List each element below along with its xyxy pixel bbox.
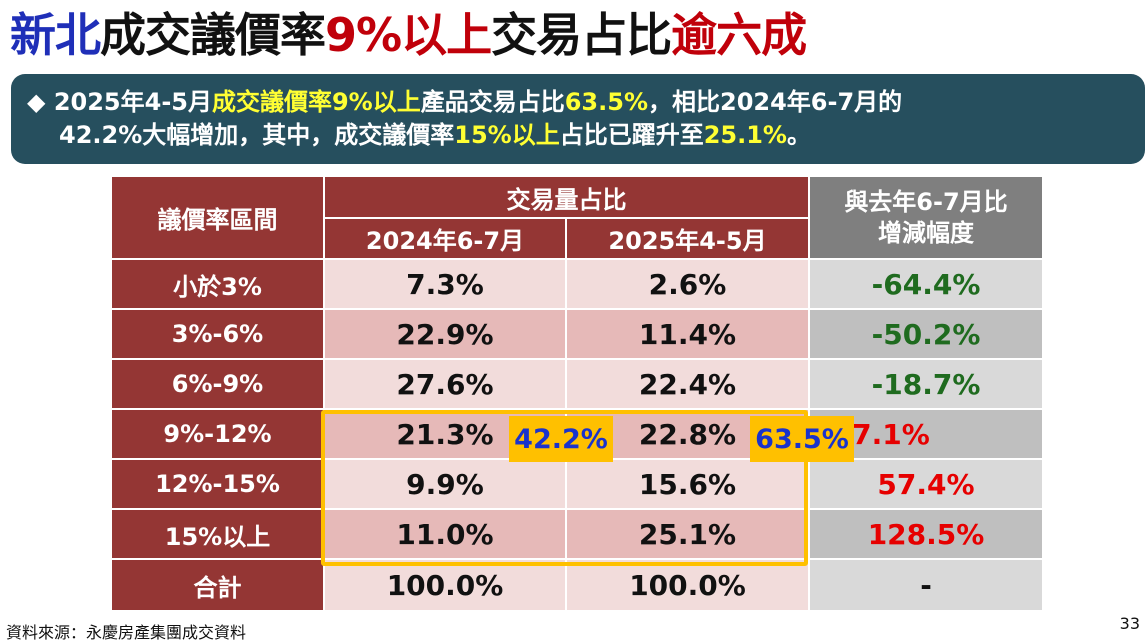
summary-callout: ◆ 2025年4-5月成交議價率9%以上產品交易占比63.5%，相比2024年6… bbox=[11, 74, 1145, 164]
cell-2024: 22.9% bbox=[325, 310, 565, 358]
header-2025: 2025年4-5月 bbox=[567, 219, 808, 258]
callout-line-1: ◆ 2025年4-5月成交議價率9%以上產品交易占比63.5%，相比2024年6… bbox=[27, 86, 1129, 119]
header-change: 與去年6-7月比 增減幅度 bbox=[810, 177, 1042, 258]
cell-2024: 27.6% bbox=[325, 360, 565, 408]
callout-highlight: 成交議價率9%以上 bbox=[211, 88, 421, 116]
total-2024: 100.0% bbox=[325, 560, 565, 610]
header-volume-share: 交易量占比 bbox=[325, 177, 808, 217]
callout-line-2: 42.2%大幅增加，其中，成交議價率15%以上占比已躍升至25.1%。 bbox=[27, 119, 1129, 152]
header-2024: 2024年6-7月 bbox=[325, 219, 565, 258]
row-range-label: 12%-15% bbox=[112, 460, 323, 508]
source-note: 資料來源：永慶房產集團成交資料 bbox=[6, 623, 247, 642]
highlight-9pct-plus-box bbox=[321, 410, 808, 566]
callout-text: 2025年4-5月 bbox=[53, 88, 212, 116]
cell-2024: 9.9% bbox=[325, 460, 565, 508]
callout-text: 占比已躍升至 bbox=[559, 121, 704, 149]
callout-text: 42.2%大幅增加，其中，成交議價率 bbox=[59, 121, 455, 149]
diamond-bullet-icon: ◆ bbox=[27, 88, 46, 116]
title-part-region: 新北 bbox=[10, 8, 101, 62]
total-change: - bbox=[810, 560, 1042, 610]
cell-change: -50.2% bbox=[810, 310, 1042, 358]
header-change-line-1: 與去年6-7月比 bbox=[844, 187, 1008, 216]
title-part-metric: 成交議價率 bbox=[100, 8, 326, 62]
callout-text: ，相比2024年6-7月的 bbox=[648, 88, 903, 116]
cell-2025: 11.4% bbox=[567, 310, 808, 358]
header-range: 議價率區間 bbox=[112, 177, 323, 258]
cell-change: -64.4% bbox=[810, 260, 1042, 308]
callout-text: 。 bbox=[786, 121, 811, 149]
page-number: 33 bbox=[1119, 614, 1140, 633]
badge-2025-total: 63.5% bbox=[750, 416, 854, 462]
row-range-label: 9%-12% bbox=[112, 410, 323, 458]
page-title: 新北成交議價率9%以上交易占比逾六成 bbox=[10, 2, 807, 68]
row-range-label: 3%-6% bbox=[112, 310, 323, 358]
row-range-label: 6%-9% bbox=[112, 360, 323, 408]
header-change-line-2: 增減幅度 bbox=[878, 218, 974, 247]
total-2025: 100.0% bbox=[567, 560, 808, 610]
title-part-share: 交易占比 bbox=[491, 8, 672, 62]
title-part-threshold: 9%以上 bbox=[325, 8, 492, 62]
badge-2024-total: 42.2% bbox=[509, 416, 613, 462]
callout-highlight: 15%以上 bbox=[454, 121, 560, 149]
callout-highlight: 63.5% bbox=[564, 88, 648, 116]
cell-2025: 22.4% bbox=[567, 360, 808, 408]
row-range-label: 15%以上 bbox=[112, 510, 323, 558]
cell-2024: 7.3% bbox=[325, 260, 565, 308]
cell-change: 128.5% bbox=[810, 510, 1042, 558]
cell-change: 57.4% bbox=[810, 460, 1042, 508]
total-row-label: 合計 bbox=[112, 560, 323, 610]
cell-2025: 15.6% bbox=[567, 460, 808, 508]
callout-highlight: 25.1% bbox=[703, 121, 787, 149]
cell-2025: 2.6% bbox=[567, 260, 808, 308]
title-part-conclusion: 逾六成 bbox=[671, 8, 807, 62]
cell-change: -18.7% bbox=[810, 360, 1042, 408]
cell-2024: 11.0% bbox=[325, 510, 565, 558]
callout-text: 產品交易占比 bbox=[420, 88, 565, 116]
cell-2025: 25.1% bbox=[567, 510, 808, 558]
row-range-label: 小於3% bbox=[112, 260, 323, 308]
